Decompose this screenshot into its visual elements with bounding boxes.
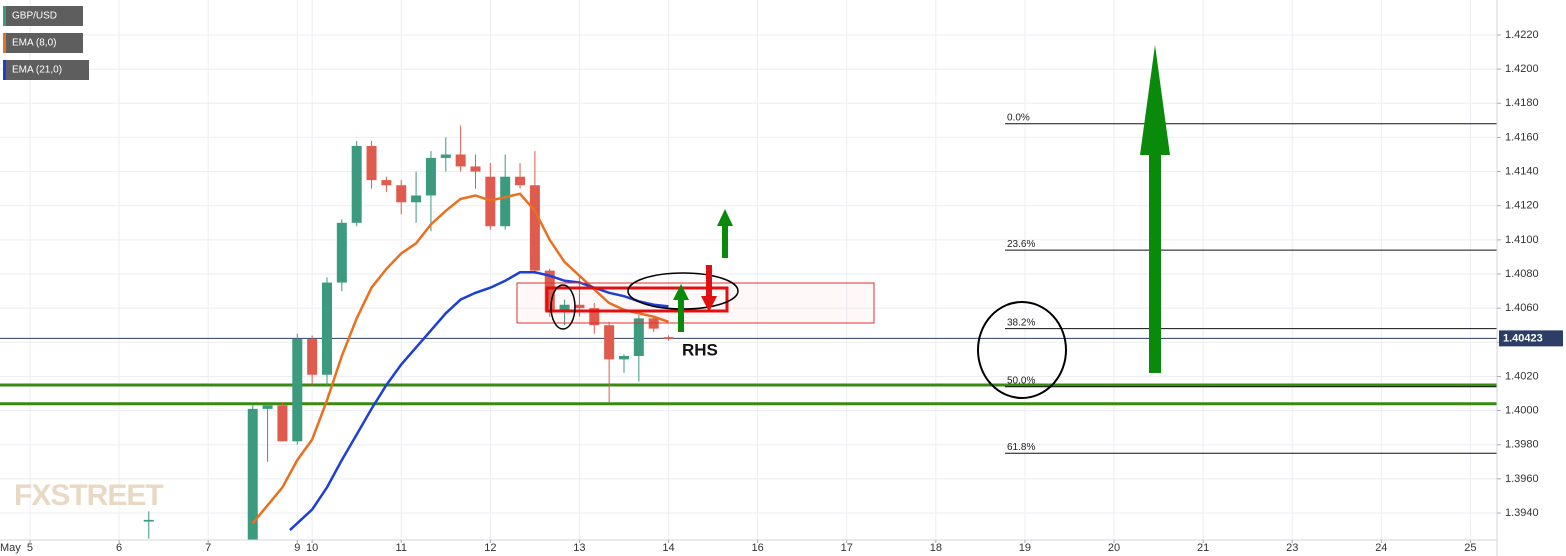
price-label-box [1499,330,1563,347]
levels [0,123,1497,454]
candle-body [648,318,659,329]
legend-box [3,6,83,26]
x-tick-label: 6 [116,542,122,554]
x-tick-label: 9 [294,542,300,554]
legend-swatch [3,33,6,53]
fib-label: 38.2% [1007,317,1035,328]
grid [0,0,1497,540]
y-tick-label: 1.4180 [1505,97,1539,109]
x-tick-label: 17 [841,542,853,554]
fib-label: 23.6% [1007,239,1035,250]
y-tick-label: 1.4100 [1505,234,1539,246]
fib-label: 0.0% [1007,112,1030,123]
candle-body [589,308,600,326]
candle-body [544,270,555,312]
annotations [516,45,1170,399]
x-tick-label: 20 [1108,542,1120,554]
candle-body [396,185,407,203]
candle-body [440,154,451,158]
candle-body [618,355,629,360]
candle-body [500,176,511,227]
ellipse [550,284,576,330]
watermark: FXSTREET [14,479,163,512]
legend-label: EMA (8,0) [12,38,56,49]
candle-body [143,519,154,522]
candle-body [470,166,481,172]
x-tick-label: 23 [1286,542,1298,554]
arrow-down [701,265,717,312]
candle-body [574,304,585,309]
y-tick-label: 1.3960 [1505,473,1539,485]
x-tick-label: 5 [27,542,33,554]
zone-box [516,282,875,324]
y-tick-label: 1.4000 [1505,404,1539,416]
candle-body [321,282,332,375]
legend-swatch [3,60,6,80]
y-tick-label: 1.4020 [1505,370,1539,382]
y-tick-label: 1.3940 [1505,507,1539,519]
x-tick-label: 19 [1019,542,1031,554]
arrow-up [673,284,689,332]
ellipse [977,301,1067,399]
y-tick-label: 1.4140 [1505,165,1539,177]
candle-body [292,338,303,442]
x-tick-label: 7 [205,542,211,554]
legend-label: GBP/USD [12,11,57,22]
x-tick-label: 14 [662,542,674,554]
candle-body [277,405,288,442]
arrow-up [717,209,733,258]
candle-body [336,222,347,283]
price-label: 1.40423 [1503,332,1543,344]
plot [143,125,674,540]
legend-swatch [3,6,6,26]
y-tick-label: 1.4060 [1505,302,1539,314]
zone-box-bold [545,286,729,313]
candle-body [633,318,644,356]
legend-label: EMA (21,0) [12,65,62,76]
x-tick-label: 24 [1375,542,1387,554]
fib-label: 61.8% [1007,442,1035,453]
axes: 1.39401.39601.39801.40001.40201.40401.40… [27,29,1563,554]
ema-line [251,192,669,525]
x-tick-label: 21 [1197,542,1209,554]
x-tick-label: 25 [1464,542,1476,554]
candle-body [529,185,540,271]
annotation: RHS [682,340,718,359]
x-tick-label: 11 [396,542,407,554]
y-tick-label: 1.4200 [1505,63,1539,75]
candle-body [663,337,674,339]
x-tick-label: 18 [930,542,942,554]
candle-body [262,405,273,409]
candle-body [604,325,615,360]
ema-line [289,271,669,532]
arrow-up-large [1140,45,1170,373]
candle-body [515,176,526,186]
legend-box [3,33,83,53]
x-tick-label: 13 [573,542,585,554]
x-tick-label: 16 [752,542,764,554]
candle-body [351,145,362,223]
fib-label: 50.0% [1007,375,1035,386]
x-tick-label: 10 [306,542,318,554]
y-tick-label: 1.4120 [1505,200,1539,212]
y-tick-label: 1.4220 [1505,29,1539,41]
candle-body [381,180,392,186]
y-tick-label: 1.3980 [1505,439,1539,451]
candle-body [411,195,422,203]
candle-body [366,145,377,181]
legend-box [3,60,89,80]
legend: GBP/USD EMA (8,0) EMA (21,0) [3,6,89,80]
candle-body [307,338,318,375]
x-month-label: May [0,542,21,554]
x-tick-label: 12 [484,542,496,554]
y-tick-label: 1.4080 [1505,268,1539,280]
candle-body [455,154,466,167]
candle-body [247,408,258,540]
candle-body [425,157,436,196]
y-tick-label: 1.4160 [1505,131,1539,143]
candle-body [559,304,570,312]
